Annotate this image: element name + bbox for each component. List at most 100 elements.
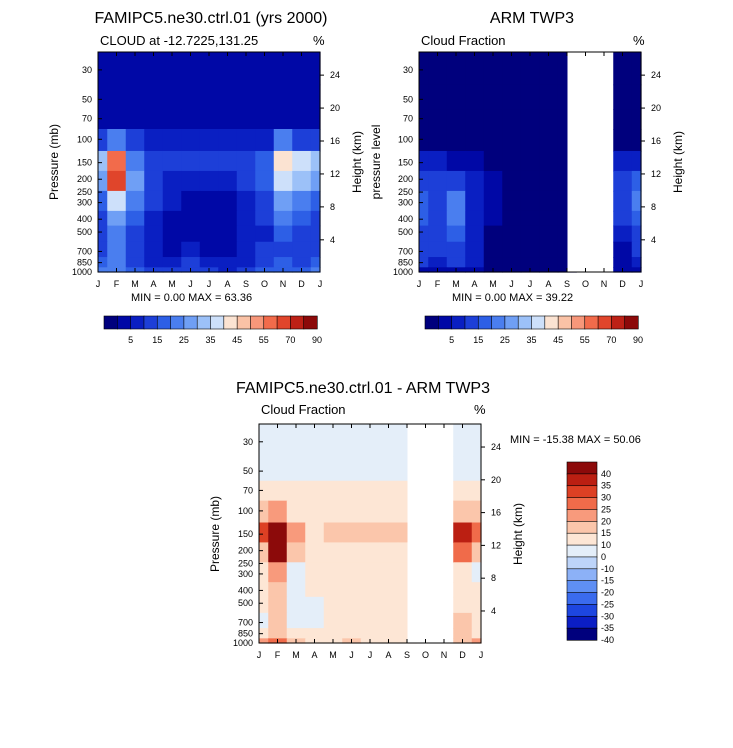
contour-cell: [453, 456, 473, 482]
contour-cell: [305, 582, 325, 598]
contour-cell: [310, 150, 321, 172]
colorbar-swatch: [571, 315, 586, 330]
contour-cell: [471, 582, 482, 598]
contour-cell: [323, 596, 343, 614]
contour-cell: [520, 210, 540, 227]
contour-cell: [305, 456, 325, 482]
contour-cell: [453, 582, 473, 598]
contour-cell: [446, 52, 466, 86]
contour-cell: [218, 190, 238, 212]
contour-cell: [286, 480, 306, 502]
contour-cell: [181, 129, 201, 152]
contour-cell: [259, 612, 269, 629]
colorbar-label: -40: [601, 635, 614, 645]
contour-cell: [520, 84, 540, 110]
y-right-tick-label: 24: [491, 442, 501, 452]
contour-cell: [125, 210, 145, 227]
x-tick-label: J: [257, 650, 262, 660]
contour-cell: [273, 129, 293, 152]
y-right-tick-label: 12: [491, 540, 501, 550]
contour-cell: [255, 241, 275, 258]
contour-cell: [323, 424, 343, 458]
panel3-ylabel: Pressure (mb): [208, 496, 222, 572]
y-tick-label: 300: [398, 198, 413, 208]
contour-cell: [631, 84, 642, 110]
contour-cell: [236, 150, 256, 172]
x-tick-label: M: [292, 650, 300, 660]
panel2-colorbar: 5 15 25 35 45 55 70 90: [424, 315, 643, 345]
contour-cell: [446, 170, 466, 192]
colorbar-swatch: [130, 315, 145, 330]
contour-cell: [292, 109, 312, 130]
contour-cell: [144, 52, 164, 86]
contour-cell: [419, 241, 429, 258]
contour-cell: [259, 480, 269, 502]
colorbar-swatch: [491, 315, 506, 330]
contour-cell: [292, 257, 312, 268]
contour-cell: [502, 210, 522, 227]
x-tick-label: F: [435, 279, 441, 289]
colorbar-label: 10: [601, 540, 611, 550]
contour-cell: [613, 170, 633, 192]
contour-cell: [453, 424, 473, 458]
contour-cell: [162, 190, 182, 212]
contour-cell: [273, 170, 293, 192]
contour-cell: [259, 522, 269, 543]
contour-cell: [465, 257, 485, 268]
y-tick-label: 100: [238, 506, 253, 516]
contour-cell: [453, 542, 473, 563]
contour-cell: [539, 150, 559, 172]
colorbar-swatch: [566, 580, 598, 594]
contour-cell: [107, 190, 127, 212]
x-tick-label: M: [168, 279, 176, 289]
contour-cell: [199, 190, 219, 212]
contour-cell: [483, 257, 503, 268]
colorbar-label: -35: [601, 623, 614, 633]
contour-cell: [360, 562, 380, 583]
colorbar-swatch: [451, 315, 466, 330]
colorbar-label: 25: [500, 335, 510, 345]
contour-cell: [162, 210, 182, 227]
x-tick-label: J: [96, 279, 101, 289]
contour-cell: [286, 456, 306, 482]
contour-cell: [483, 225, 503, 243]
contour-cell: [342, 596, 362, 614]
x-tick-label: O: [422, 650, 429, 660]
colorbar-swatch: [517, 315, 533, 330]
contour-cell: [310, 109, 321, 130]
colorbar-swatch: [566, 592, 598, 606]
contour-cell: [273, 109, 293, 130]
contour-cell: [465, 109, 485, 130]
contour-cell: [428, 170, 448, 192]
contour-cell: [218, 150, 238, 172]
contour-cell: [268, 562, 288, 583]
x-tick-label: S: [404, 650, 410, 660]
contour-cell: [446, 190, 466, 212]
contour-cell: [181, 84, 201, 110]
contour-cell: [273, 225, 293, 243]
colorbar-label: 35: [526, 335, 536, 345]
contour-cell: [428, 241, 448, 258]
colorbar-label: -20: [601, 588, 614, 598]
contour-cell: [218, 210, 238, 227]
x-tick-label: M: [489, 279, 497, 289]
x-tick-label: A: [224, 279, 230, 289]
y-tick-label: 400: [77, 214, 92, 224]
y-tick-label: 1000: [233, 638, 253, 648]
colorbar-label: 90: [633, 335, 643, 345]
colorbar-label: 90: [312, 335, 322, 345]
contour-cell: [236, 52, 256, 86]
contour-cell: [502, 241, 522, 258]
contour-cell: [181, 225, 201, 243]
contour-cell: [98, 257, 108, 268]
contour-cell: [539, 241, 559, 258]
contour-cell: [199, 241, 219, 258]
contour-cell: [446, 210, 466, 227]
contour-cell: [144, 210, 164, 227]
contour-cell: [379, 500, 399, 524]
contour-cell: [98, 225, 108, 243]
contour-cell: [502, 170, 522, 192]
